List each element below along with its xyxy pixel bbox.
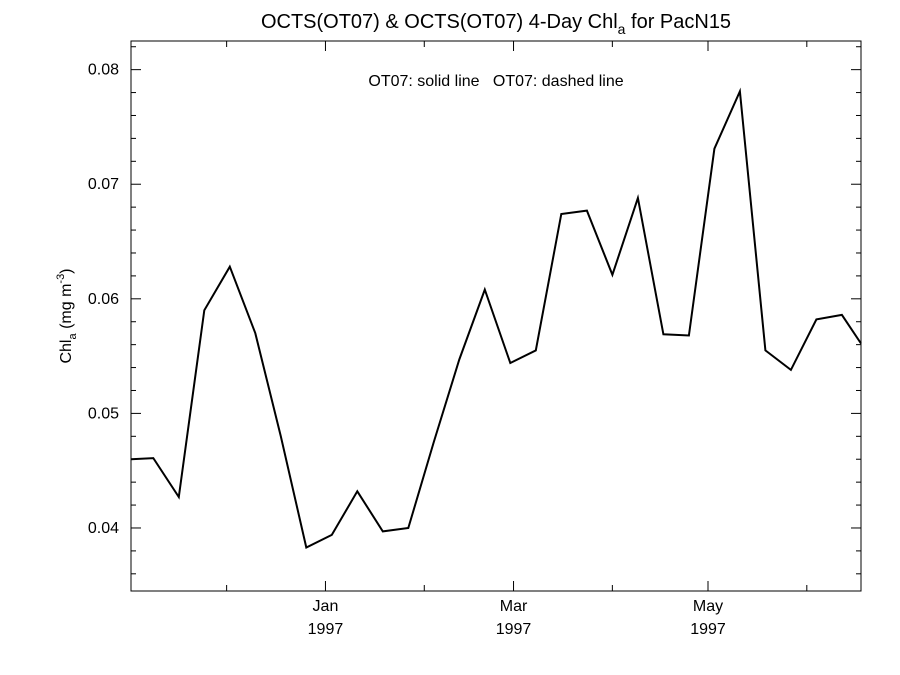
chart-title: OCTS(OT07) & OCTS(OT07) 4-Day Chla for P… [261,11,731,37]
y-axis-label-mid: (mg m [58,284,75,334]
y-axis-label-superscript: -3 [55,274,67,284]
y-tick-label: 0.08 [88,62,119,79]
x-tick-label-year: 1997 [496,621,532,638]
y-axis-label-subscript: a [67,333,79,340]
series-group [130,87,862,549]
x-tick-label-year: 1997 [308,621,344,638]
y-tick-label: 0.07 [88,176,119,193]
chart-title-subscript: a [618,21,626,37]
y-tick-label: 0.06 [88,291,119,308]
y-axis-label-pre: Chl [58,340,75,364]
y-axis-label-post: ) [58,268,75,273]
legend-text: OT07: solid line OT07: dashed line [368,73,623,90]
axis-ticks: 0.04 0.05 0.06 0.07 0.08 Jan 1997 Mar 1997 May 199… [88,41,861,638]
plot-frame [130,40,862,592]
series-line [130,87,862,549]
x-tick-label-year: 1997 [690,621,726,638]
x-tick-label-month: May [693,598,723,615]
y-tick-label: 0.05 [88,405,119,422]
x-tick-label-month: Mar [500,598,528,615]
y-tick-label: 0.04 [88,520,119,537]
chart-title-main: OCTS(OT07) & OCTS(OT07) 4-Day Chl [261,11,618,33]
chart-title-tail: for PacN15 [625,11,731,33]
x-tick-label-month: Jan [313,598,339,615]
y-axis-label: Chla (mg m-3) [55,268,79,363]
